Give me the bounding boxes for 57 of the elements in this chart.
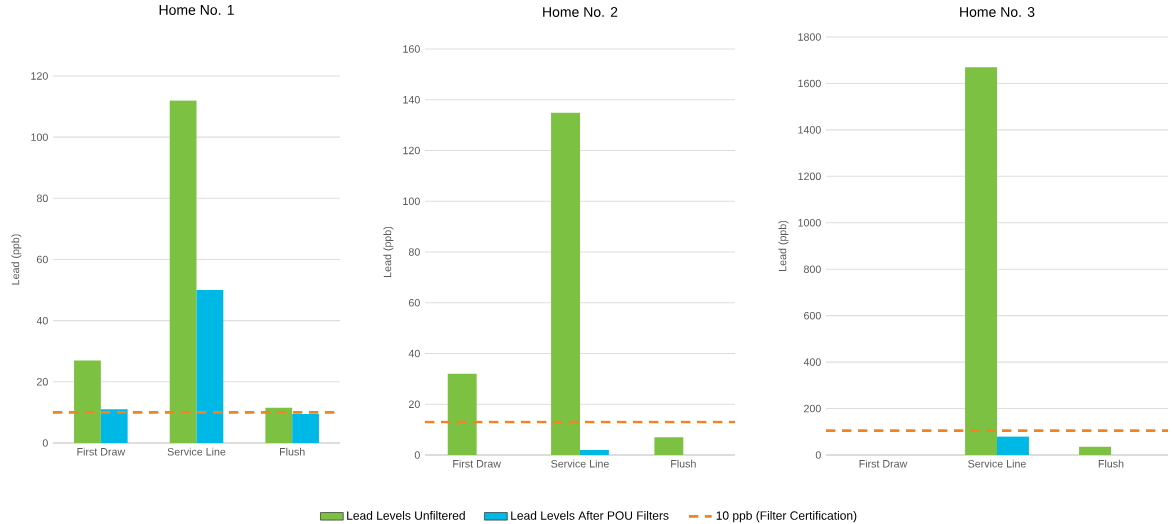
y-tick-label: 20 xyxy=(408,400,420,409)
chart-title: Home No. 2 xyxy=(543,7,618,17)
y-tick-label: 400 xyxy=(803,358,821,366)
bar xyxy=(654,437,684,455)
legend-label: 10 ppb (Filter Certification) xyxy=(716,510,857,523)
y-tick-label: 0 xyxy=(42,439,48,447)
x-tick-label: Flush xyxy=(1098,459,1124,468)
bar xyxy=(997,436,1029,455)
x-tick-label: First Draw xyxy=(859,459,908,468)
y-tick-label: 160 xyxy=(403,45,420,53)
y-tick-label: 80 xyxy=(36,194,48,203)
bar xyxy=(100,409,128,443)
bar xyxy=(169,100,197,443)
bar xyxy=(74,360,101,443)
y-tick-label: 40 xyxy=(408,349,420,358)
y-tick-label: 80 xyxy=(408,248,420,256)
legend-label: Lead Levels After POU Filters xyxy=(511,510,669,520)
y-tick-label: 1600 xyxy=(798,79,821,88)
bar xyxy=(196,290,224,443)
y-tick-label: 100 xyxy=(31,133,48,141)
y-tick-label: 40 xyxy=(36,316,48,325)
y-tick-label: 100 xyxy=(403,197,420,206)
y-tick-label: 1800 xyxy=(798,33,821,41)
y-tick-label: 800 xyxy=(803,265,821,273)
bar xyxy=(292,413,319,443)
chart-title: Home No. 1 xyxy=(159,5,234,15)
y-tick-label: 120 xyxy=(403,146,420,155)
y-tick-label: 1000 xyxy=(798,218,821,227)
x-tick-label: First Draw xyxy=(77,447,126,456)
chart-title: Home No. 3 xyxy=(960,7,1035,17)
bar xyxy=(447,373,477,455)
y-tick-label: 20 xyxy=(36,378,48,386)
x-tick-label: Flush xyxy=(671,459,696,468)
x-tick-label: Service Line xyxy=(551,459,609,468)
y-tick-label: 60 xyxy=(36,255,48,264)
y-tick-label: 600 xyxy=(804,311,821,320)
y-axis-title: Lead (ppb) xyxy=(11,234,22,285)
y-tick-label: 60 xyxy=(408,298,420,307)
x-tick-label: Service Line xyxy=(968,459,1026,468)
legend-label: Lead Levels Unfiltered xyxy=(347,510,465,520)
y-tick-label: 140 xyxy=(403,95,420,104)
y-tick-label: 120 xyxy=(31,72,48,80)
y-tick-label: 1200 xyxy=(798,172,821,181)
x-tick-label: Service Line xyxy=(167,447,226,456)
bar xyxy=(265,407,293,443)
x-tick-label: First Draw xyxy=(453,459,501,468)
x-tick-label: Flush xyxy=(280,447,305,456)
bar xyxy=(551,112,580,455)
y-tick-label: 0 xyxy=(414,451,420,459)
y-tick-label: 1400 xyxy=(798,126,821,134)
bar xyxy=(580,449,609,455)
y-tick-label: 200 xyxy=(804,404,821,413)
y-tick-label: 0 xyxy=(815,451,821,459)
bar xyxy=(1079,446,1111,455)
y-axis-title: Lead (ppb) xyxy=(383,226,394,277)
y-axis-title: Lead (ppb) xyxy=(778,220,789,271)
bar xyxy=(965,67,997,455)
